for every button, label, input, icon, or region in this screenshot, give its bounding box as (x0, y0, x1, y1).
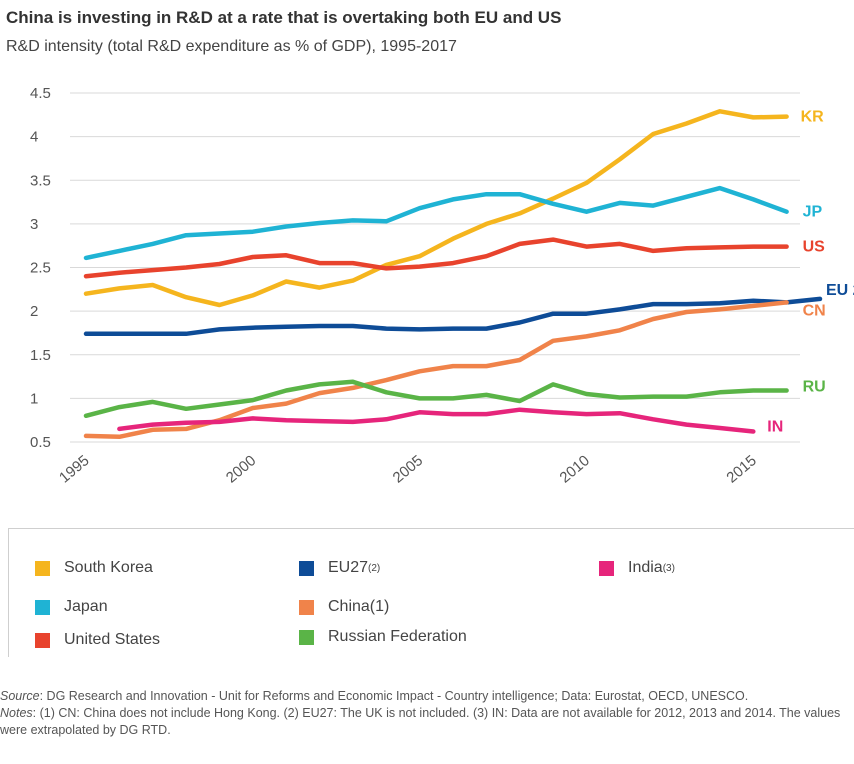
x-tick-label: 2015 (723, 452, 759, 486)
y-tick-label: 2.5 (30, 260, 51, 277)
notes-label: Notes (0, 706, 33, 720)
y-tick-label: 1.5 (30, 347, 51, 364)
x-tick-label: 1995 (56, 452, 92, 486)
legend: South Korea EU27 (2) India (3) Japan China… (8, 528, 854, 657)
y-tick-label: 4.5 (30, 85, 51, 102)
legend-footnote: (2) (368, 562, 381, 574)
x-tick-label: 2000 (223, 452, 259, 486)
legend-swatch (35, 632, 50, 648)
legend-item-japan: Japan (35, 598, 108, 616)
series-line-jp (83, 185, 789, 261)
series-line-cn (83, 300, 789, 440)
x-tick-label: 2010 (557, 452, 593, 486)
y-tick-label: 3.5 (30, 172, 51, 189)
legend-label: Japan (64, 598, 108, 615)
legend-label: China(1) (328, 598, 390, 615)
chart-subtitle: R&D intensity (total R&D expenditure as … (6, 38, 457, 55)
legend-label: India (628, 559, 663, 576)
y-tick-label: 3 (30, 216, 38, 233)
legend-swatch (35, 560, 50, 576)
notes-line: Notes: (1) CN: China does not include Ho… (0, 705, 850, 739)
y-tick-labels: 0.5 1 1.5 2 2.5 3 3.5 4 4.5 (30, 85, 51, 451)
series-end-label: CN (803, 302, 826, 319)
series-end-label: US (803, 239, 826, 256)
source-notes: Source: DG Research and Innovation - Uni… (0, 688, 850, 739)
legend-swatch (299, 629, 314, 645)
source-text: : DG Research and Innovation - Unit for … (39, 689, 749, 703)
series-end-labels: KR JP US EU 27CN RU IN (767, 109, 854, 436)
source-label: Source (0, 689, 40, 703)
series-line-in (117, 407, 756, 434)
series-lines (83, 109, 823, 440)
legend-item-india: India (3) (599, 559, 675, 577)
y-tick-label: 1 (30, 390, 38, 407)
series-line-ru (83, 379, 789, 419)
notes-text: : (1) CN: China does not include Hong Ko… (0, 706, 841, 737)
source-line: Source: DG Research and Innovation - Uni… (0, 688, 850, 705)
series-end-label: IN (767, 419, 783, 436)
legend-footnote: (3) (662, 562, 675, 574)
series-end-label: RU (803, 379, 826, 396)
x-tick-labels: 1995 2000 2005 2010 2015 (56, 452, 760, 486)
line-chart: 0.5 1 1.5 2 2.5 3 3.5 4 4.5 1995 2000 2005 2010 2015… (30, 85, 854, 487)
series-end-label: KR (801, 109, 825, 126)
legend-label: United States (64, 631, 161, 648)
legend-item-south-korea: South Korea (35, 559, 153, 577)
y-tick-label: 2 (30, 303, 38, 320)
series-line-us (83, 237, 789, 279)
legend-item-china: China(1) (299, 598, 389, 616)
legend-item-russian-federation: Russian Federation (299, 628, 467, 646)
x-tick-label: 2005 (390, 452, 426, 486)
legend-label: South Korea (64, 559, 153, 576)
legend-swatch (299, 599, 314, 615)
chart-title: China is investing in R&D at a rate that… (6, 8, 562, 27)
series-end-label: JP (803, 204, 823, 221)
legend-swatch (299, 560, 314, 576)
legend-item-eu27: EU27 (2) (299, 559, 380, 577)
legend-label: EU27 (328, 559, 369, 576)
series-line-kr (83, 109, 789, 308)
legend-swatch (35, 599, 50, 615)
series-end-label: EU 27 (826, 282, 854, 299)
legend-swatch (599, 560, 614, 576)
y-tick-label: 4 (30, 129, 38, 146)
legend-label: Russian Federation (328, 628, 467, 645)
y-tick-label: 0.5 (30, 434, 51, 451)
series-line-eu27 (83, 296, 823, 337)
legend-item-united-states: United States (35, 631, 160, 649)
